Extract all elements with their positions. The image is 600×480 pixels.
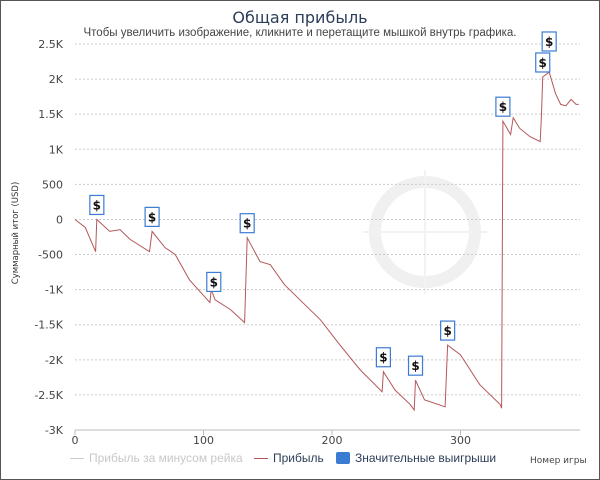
big-win-flag xyxy=(535,52,551,73)
big-win-label: $ xyxy=(411,359,419,373)
big-win-flag xyxy=(144,206,160,227)
big-win-flag xyxy=(206,271,222,293)
y-tick-label: 500 xyxy=(42,178,63,191)
big-win-flag xyxy=(440,320,456,341)
legend-item-big-wins[interactable]: Значительные выигрыши xyxy=(336,451,496,465)
x-tick-label: 0 xyxy=(72,434,79,447)
legend-swatch xyxy=(70,458,84,460)
y-tick-label: 0 xyxy=(56,213,63,226)
legend-label: Значительные выигрыши xyxy=(355,451,497,465)
big-win-flag xyxy=(541,31,557,52)
x-tick-label: 200 xyxy=(322,434,343,447)
x-tick-label: 100 xyxy=(193,434,214,447)
watermark-logo xyxy=(363,170,487,294)
legend-swatch xyxy=(254,458,268,460)
y-tick-label: -1K xyxy=(45,284,64,297)
big-win-label: $ xyxy=(148,210,156,224)
legend-label: Прибыль xyxy=(273,451,324,465)
big-win-flag xyxy=(375,347,391,368)
big-win-label: $ xyxy=(93,198,101,212)
big-win-label: $ xyxy=(243,217,251,231)
legend-swatch xyxy=(336,452,350,464)
big-win-flag xyxy=(89,194,105,216)
y-tick-label: -1.5K xyxy=(34,319,63,332)
y-tick-label: 1K xyxy=(49,143,64,156)
x-axis-label: Номер игры xyxy=(530,456,587,466)
profit-line xyxy=(74,71,579,412)
x-tick-label: 300 xyxy=(450,434,471,447)
big-win-label: $ xyxy=(210,275,218,289)
legend-item-net-profit[interactable]: Прибыль за минусом рейка xyxy=(70,451,243,465)
big-win-label: $ xyxy=(499,100,507,114)
y-tick-label: -2K xyxy=(45,354,64,367)
big-win-label: $ xyxy=(443,324,451,338)
big-win-label: $ xyxy=(379,351,387,365)
big-win-flag xyxy=(239,213,255,234)
legend-item-profit[interactable]: Прибыль xyxy=(254,451,324,465)
y-tick-label: -3K xyxy=(45,424,64,437)
big-win-flag xyxy=(495,96,511,117)
big-win-flag xyxy=(407,355,424,376)
legend-label: Прибыль за минусом рейка xyxy=(89,451,243,465)
chart-subtitle: Чтобы увеличить изображение, кликните и … xyxy=(83,27,517,39)
y-tick-label: 2.5K xyxy=(38,38,63,51)
y-tick-label: -500 xyxy=(38,249,63,262)
big-win-label: $ xyxy=(545,35,553,49)
y-tick-label: -2.5K xyxy=(34,389,63,402)
y-tick-label: 2K xyxy=(49,73,64,86)
big-win-label: $ xyxy=(539,56,547,70)
chart-title: Общая прибыль xyxy=(232,8,368,27)
y-tick-label: 1.5K xyxy=(38,108,63,121)
